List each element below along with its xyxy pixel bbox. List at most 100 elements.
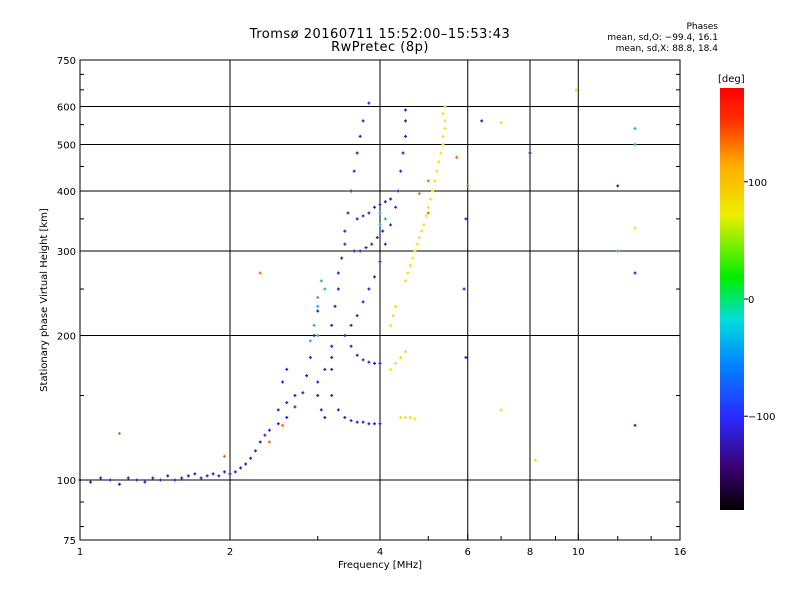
phase-info-heading: Phases	[686, 22, 718, 32]
data-point	[358, 249, 362, 253]
data-point	[312, 334, 316, 338]
data-points	[78, 88, 637, 486]
data-point	[333, 304, 337, 308]
data-point	[480, 119, 484, 123]
data-point	[308, 339, 312, 343]
data-point	[276, 422, 280, 426]
data-point	[135, 478, 139, 482]
data-point	[343, 334, 347, 338]
data-point	[403, 108, 407, 112]
data-point	[143, 480, 147, 484]
data-point	[223, 470, 227, 474]
data-point	[361, 214, 365, 218]
data-point	[370, 242, 374, 246]
x-tick-label: 6	[465, 547, 471, 558]
data-point	[373, 422, 377, 426]
data-point	[413, 417, 417, 421]
data-point	[464, 355, 468, 359]
data-point	[89, 480, 93, 484]
data-point	[528, 151, 532, 155]
data-point	[383, 200, 387, 204]
data-point	[117, 432, 121, 436]
data-point	[437, 160, 441, 164]
data-point	[263, 433, 267, 437]
axis-ticks: 1 2 4 6 8 10 16 75 100 200 300 400 500 600 750	[57, 56, 686, 558]
data-point	[391, 314, 395, 318]
data-point	[367, 101, 371, 105]
data-point	[361, 300, 365, 304]
data-point	[403, 350, 407, 354]
data-point	[117, 482, 121, 486]
data-point	[411, 256, 415, 260]
data-point	[343, 415, 347, 419]
data-point	[399, 415, 403, 419]
data-point	[378, 422, 382, 426]
phase-info-o-mode: mean, sd,O: −99.4, 16.1	[607, 33, 718, 43]
data-point	[336, 408, 340, 412]
data-point	[349, 344, 353, 348]
data-point	[108, 478, 112, 482]
data-point	[352, 169, 356, 173]
data-point	[633, 126, 637, 130]
y-tick-label: 400	[57, 187, 76, 198]
x-tick-label: 10	[572, 547, 585, 558]
data-point	[267, 440, 271, 444]
data-point	[180, 476, 184, 480]
data-point	[352, 249, 356, 253]
data-point	[305, 374, 309, 378]
data-point	[441, 143, 445, 147]
data-point	[316, 394, 320, 398]
data-point	[455, 155, 459, 159]
data-point	[228, 472, 232, 476]
data-point	[267, 428, 271, 432]
data-point	[389, 197, 393, 201]
data-point	[499, 121, 503, 125]
data-point	[166, 474, 170, 478]
colorbar-label: [deg]	[718, 74, 745, 85]
data-point	[323, 367, 327, 371]
y-tick-label: 300	[57, 247, 76, 258]
data-point	[413, 249, 417, 253]
data-point	[375, 236, 379, 240]
data-point	[367, 211, 371, 215]
data-point	[443, 126, 447, 130]
data-point	[316, 380, 320, 384]
data-point	[249, 456, 253, 460]
data-point	[361, 420, 365, 424]
data-point	[301, 391, 305, 395]
data-point	[533, 458, 537, 462]
data-point	[415, 242, 419, 246]
y-tick-label: 75	[63, 536, 76, 547]
data-point	[330, 355, 334, 359]
data-point	[426, 179, 430, 183]
data-point	[126, 476, 130, 480]
data-point	[403, 415, 407, 419]
data-point	[358, 134, 362, 138]
y-tick-label: 100	[57, 476, 76, 487]
data-point	[285, 415, 289, 419]
data-point	[193, 472, 197, 476]
data-point	[244, 462, 248, 466]
data-point	[399, 169, 403, 173]
data-point	[293, 394, 297, 398]
data-point	[281, 423, 285, 427]
data-point	[499, 408, 503, 412]
data-point	[186, 474, 190, 478]
data-point	[408, 415, 412, 419]
data-point	[330, 344, 334, 348]
phase-info-x-mode: mean, sd,X: 88.8, 18.4	[615, 44, 718, 54]
data-point	[336, 271, 340, 275]
data-point	[443, 105, 447, 109]
data-point	[99, 476, 103, 480]
data-point	[403, 134, 407, 138]
data-point	[378, 202, 382, 206]
data-point	[403, 279, 407, 283]
data-point	[378, 361, 382, 365]
data-point	[373, 205, 377, 209]
data-point	[355, 314, 359, 318]
data-point	[336, 287, 340, 291]
data-point	[428, 197, 432, 201]
data-point	[426, 211, 430, 215]
data-point	[633, 143, 637, 147]
x-tick-label: 8	[527, 547, 533, 558]
